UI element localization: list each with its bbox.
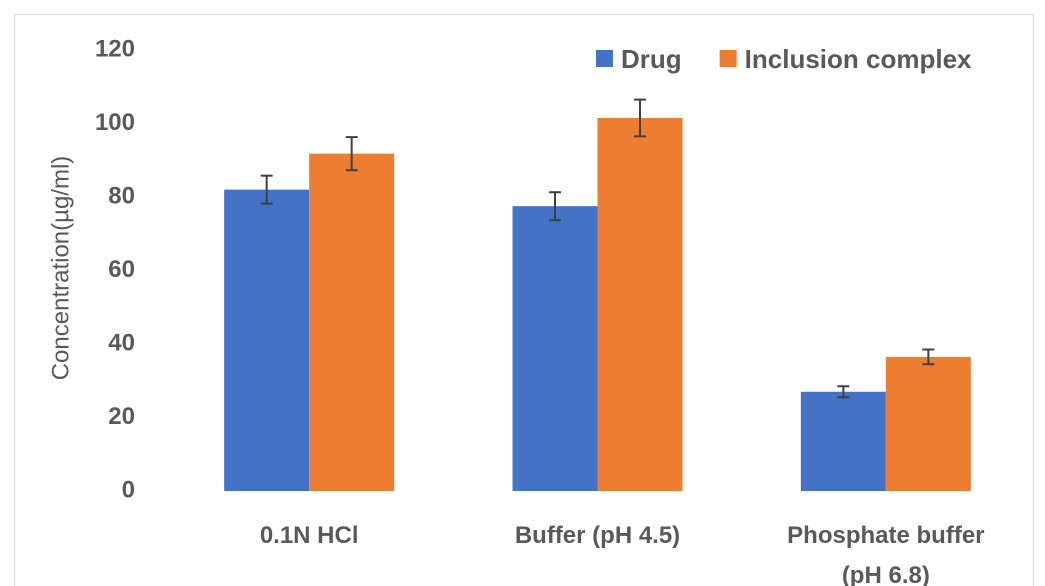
error-bar [634,98,646,138]
bar-inclusion-complex [885,356,971,491]
bar-inclusion-complex [309,153,395,491]
legend-item: Drug [596,44,682,74]
error-bar [837,385,850,399]
chart-frame [14,14,1034,586]
error-bar [345,136,358,172]
legend-label: Drug [621,44,682,74]
error-bar [549,191,561,222]
bar-drug [512,206,598,491]
y-tick-label: 0 [122,476,135,503]
error-bar [260,174,273,205]
legend-item: Inclusion complex [719,44,972,74]
x-category-label: (pH 6.8) [842,562,930,586]
y-tick-label: 100 [95,109,135,136]
y-tick-label: 60 [108,256,135,283]
bar-drug [800,391,886,491]
error-bar [922,348,935,366]
y-axis-label: Concentration(µg/ml) [47,156,74,381]
x-category-label: Phosphate buffer [787,522,984,549]
legend-swatch [596,50,613,67]
bar-drug [224,189,310,491]
x-category-label: Buffer (pH 4.5) [515,522,680,549]
legend-label: Inclusion complex [745,44,972,74]
y-tick-label: 20 [108,403,135,430]
x-category-label: 0.1N HCl [260,522,359,549]
y-tick-label: 120 [95,35,135,62]
y-tick-label: 40 [108,329,135,356]
y-tick-label: 80 [108,182,135,209]
legend-swatch [719,50,737,67]
bar-inclusion-complex [597,117,683,492]
